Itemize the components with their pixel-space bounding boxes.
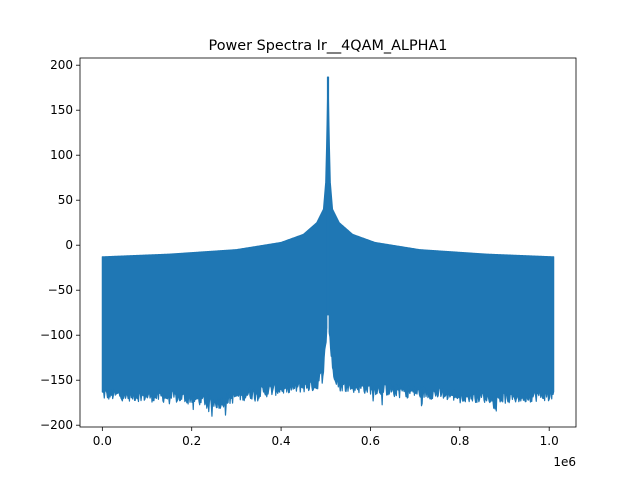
y-tick-label: 200 bbox=[50, 58, 73, 72]
y-tick-label: −100 bbox=[40, 328, 73, 342]
x-tick-label: 0.4 bbox=[272, 434, 291, 448]
y-axis: −200 −150 −100 −50 0 50 100 150 200 bbox=[40, 58, 80, 432]
y-tick-label: −50 bbox=[48, 283, 73, 297]
x-tick-label: 0.0 bbox=[93, 434, 112, 448]
plot-area bbox=[101, 76, 555, 417]
y-tick-label: −200 bbox=[40, 418, 73, 432]
x-offset-label: 1e6 bbox=[553, 455, 576, 469]
chart-title: Power Spectra Ir__4QAM_ALPHA1 bbox=[209, 38, 448, 54]
y-tick-label: 150 bbox=[50, 103, 73, 117]
y-tick-label: 50 bbox=[58, 193, 73, 207]
y-tick-label: −150 bbox=[40, 373, 73, 387]
x-tick-label: 0.8 bbox=[450, 434, 469, 448]
x-tick-label: 0.2 bbox=[182, 434, 201, 448]
y-tick-label: 0 bbox=[65, 238, 73, 252]
x-axis: 0.0 0.2 0.4 0.6 0.8 1.0 bbox=[93, 427, 559, 448]
x-tick-label: 0.6 bbox=[361, 434, 380, 448]
y-tick-label: 100 bbox=[50, 148, 73, 162]
x-tick-label: 1.0 bbox=[540, 434, 559, 448]
plot-frame bbox=[79, 57, 577, 428]
